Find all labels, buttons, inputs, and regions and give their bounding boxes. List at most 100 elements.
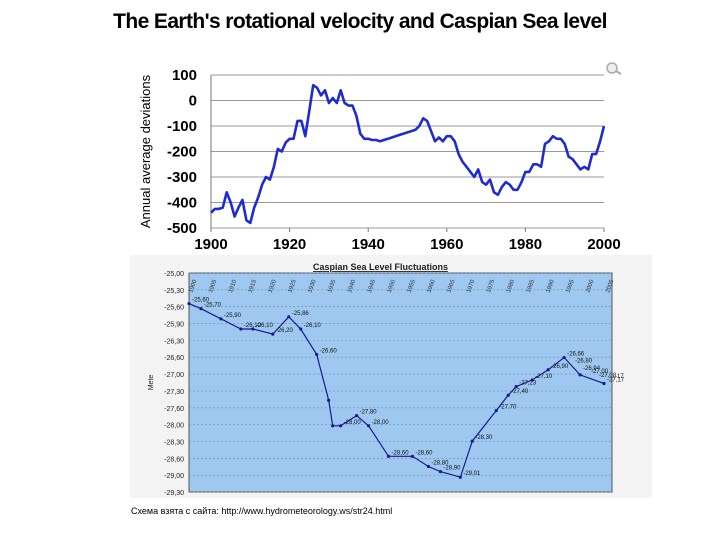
- data-label: -25,90: [224, 313, 242, 319]
- data-point: [506, 393, 510, 397]
- page-title: The Earth's rotational velocity and Casp…: [113, 10, 607, 33]
- data-point: [546, 368, 550, 372]
- data-point: [331, 424, 335, 428]
- data-point: [187, 301, 191, 306]
- data-point: [327, 398, 331, 402]
- data-label: -26,10: [244, 323, 262, 329]
- x-tick-label: 1975: [486, 278, 496, 293]
- y-tick-label: -27,30: [164, 389, 184, 396]
- data-label: -26,10: [304, 323, 322, 329]
- data-point: [199, 307, 203, 311]
- plot-area: [188, 272, 613, 493]
- y-tick-label: -100: [167, 118, 197, 135]
- x-tick-label: 2005: [605, 278, 615, 293]
- x-tick-label: 1905: [208, 278, 218, 293]
- y-tick-label: -25,30: [164, 288, 184, 295]
- data-point: [386, 454, 391, 458]
- data-point: [366, 424, 371, 428]
- data-label: -27,08: [599, 373, 617, 379]
- x-tick-label: 1900: [194, 236, 227, 253]
- y-tick-label: -29,00: [164, 473, 184, 480]
- data-label: -27,80: [360, 410, 378, 416]
- x-tick-label: 1980: [506, 278, 516, 293]
- x-tick-label: 1995: [566, 278, 576, 293]
- data-label: -26,66: [567, 352, 585, 358]
- data-label: -17: [615, 374, 624, 380]
- data-point: [426, 464, 431, 469]
- data-label: -25,70: [204, 303, 222, 309]
- data-point: [458, 475, 462, 479]
- y-tick-label: 100: [172, 67, 197, 84]
- data-point: [514, 384, 518, 389]
- x-tick-label: 1985: [526, 278, 536, 293]
- caspian-sea-level-chart: Caspian Sea Level Fluctuations -25,00 -25,…: [130, 255, 652, 498]
- data-point: [271, 332, 275, 336]
- y-tick-label: -400: [167, 195, 197, 212]
- data-label: -26,20: [276, 328, 294, 334]
- x-tick-label: 1990: [546, 278, 556, 293]
- y-tick-label: -25,90: [164, 322, 184, 329]
- data-label: -27,10: [535, 374, 553, 380]
- data-point: [339, 424, 343, 428]
- data-label: -26,60: [320, 348, 338, 354]
- data-point: [315, 352, 319, 357]
- data-label: -26,10: [256, 323, 274, 329]
- data-point: [562, 355, 566, 360]
- y-axis-title: Annual average deviations: [138, 74, 153, 228]
- y-tick-label: -200: [167, 144, 197, 161]
- magnifier-icon: [606, 62, 622, 75]
- data-label: -27,40: [511, 389, 529, 395]
- x-tick-label: 1920: [268, 278, 278, 293]
- y-tick-label: -300: [167, 169, 197, 186]
- data-label: -28,90: [443, 466, 461, 472]
- x-tick-label: 1920: [273, 236, 306, 253]
- x-tick-label: 2000: [585, 278, 595, 293]
- data-point: [299, 327, 303, 331]
- x-tick-label: 1950: [387, 278, 397, 293]
- data-label: -28,00: [344, 420, 362, 426]
- x-tick-label: 1970: [466, 278, 476, 293]
- series-line-rotational-velocity: [210, 83, 606, 225]
- data-point: [438, 470, 443, 474]
- data-point: [355, 414, 359, 418]
- data-label: -27,17: [607, 378, 625, 384]
- data-label: -26,94: [583, 366, 601, 372]
- data-label: -25,86: [292, 311, 310, 317]
- y-tick-label: -500: [167, 220, 197, 237]
- magnifier-lens: [606, 62, 618, 74]
- data-point: [410, 454, 415, 458]
- data-point: [287, 315, 291, 319]
- y-tick-label: -27,60: [164, 406, 184, 413]
- x-tick-label: 1955: [407, 278, 417, 293]
- data-point: [494, 408, 498, 413]
- y-tick-label: 0: [189, 93, 197, 110]
- magnifier-handle: [615, 70, 622, 75]
- y-tick-label: -29,30: [164, 490, 184, 497]
- series-line-sea-level: [188, 303, 605, 478]
- data-label: -28,80: [431, 461, 449, 467]
- data-label: -25,60: [192, 298, 210, 304]
- data-point: [239, 327, 243, 331]
- y-tick-label: -28,30: [164, 439, 184, 446]
- data-label: -27,23: [519, 381, 537, 387]
- y-axis-title: Mete: [148, 375, 155, 391]
- data-label: -27,00: [591, 369, 609, 375]
- data-label: -26,90: [551, 364, 569, 370]
- x-tick-label: 1960: [427, 278, 437, 293]
- x-tick-label: 1930: [307, 278, 317, 293]
- data-label: -26,80: [575, 359, 593, 365]
- data-point: [251, 327, 255, 331]
- y-tick-label: -28,00: [164, 423, 184, 430]
- y-tick-label: -26,60: [164, 355, 184, 362]
- y-tick-label: -28,60: [164, 456, 184, 463]
- x-tick-label: 1915: [248, 278, 258, 293]
- data-label: -28,00: [372, 420, 390, 426]
- data-point: [530, 378, 534, 382]
- x-tick-label: 1900: [188, 278, 198, 293]
- data-point: [470, 439, 474, 443]
- y-tick-label: -25,00: [164, 271, 184, 278]
- data-label: -28,60: [415, 450, 433, 456]
- x-tick-label: 1945: [367, 278, 377, 293]
